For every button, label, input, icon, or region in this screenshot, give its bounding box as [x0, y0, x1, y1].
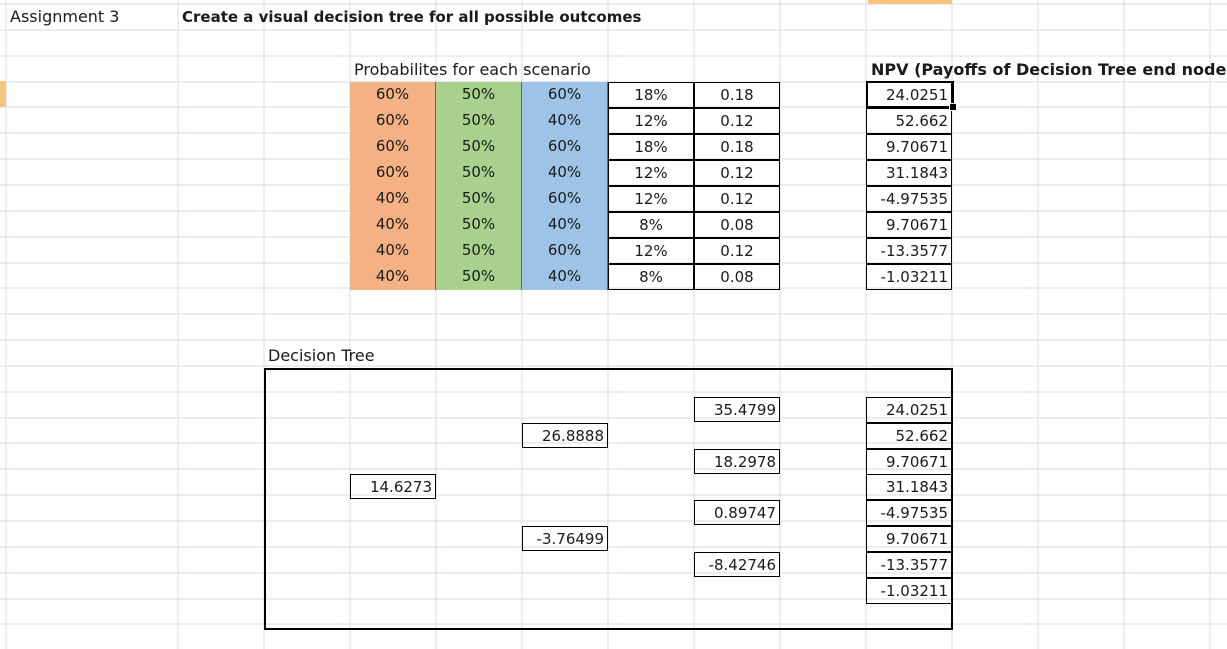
- prob-decimal-cell[interactable]: 0.08: [694, 212, 780, 238]
- tree-leaf-node[interactable]: 9.70671: [866, 526, 952, 552]
- prob-option-c-cell[interactable]: 60%: [522, 238, 608, 264]
- prob-option-c-cell[interactable]: 40%: [522, 264, 608, 290]
- prob-option-c-cell[interactable]: 60%: [522, 186, 608, 212]
- prob-option-c-cell[interactable]: 60%: [522, 82, 608, 108]
- prob-option-a-cell[interactable]: 40%: [350, 238, 436, 264]
- tree-leaf-node[interactable]: -4.97535: [866, 500, 952, 527]
- selected-column-header-marker: [868, 0, 952, 4]
- prob-percent-cell[interactable]: 18%: [608, 82, 694, 108]
- npv-cell[interactable]: 9.70671: [866, 212, 952, 238]
- prob-option-c-cell[interactable]: 60%: [522, 134, 608, 160]
- prob-decimal-cell[interactable]: 0.12: [694, 186, 780, 212]
- prob-decimal-cell[interactable]: 0.12: [694, 160, 780, 186]
- npv-cell[interactable]: 31.1843: [866, 160, 952, 186]
- tree-leaf-node[interactable]: 24.0251: [866, 397, 952, 423]
- prob-option-a-cell[interactable]: 40%: [350, 264, 436, 290]
- heading-cell[interactable]: Create a visual decision tree for all po…: [182, 8, 642, 26]
- prob-decimal-cell[interactable]: 0.12: [694, 108, 780, 134]
- prob-option-a-cell[interactable]: 60%: [350, 82, 436, 108]
- tree-leaf-node[interactable]: 9.70671: [866, 448, 952, 475]
- prob-decimal-cell[interactable]: 0.08: [694, 264, 780, 290]
- probabilities-header[interactable]: Probabilites for each scenario: [354, 60, 591, 79]
- tree-level1-node[interactable]: 26.8888: [522, 423, 608, 448]
- tree-leaf-node[interactable]: 31.1843: [866, 474, 952, 501]
- prob-option-c-cell[interactable]: 40%: [522, 212, 608, 238]
- tree-leaf-node[interactable]: -13.3577: [866, 551, 952, 578]
- active-cell-selection[interactable]: [866, 81, 954, 108]
- prob-decimal-cell[interactable]: 0.18: [694, 82, 780, 108]
- prob-percent-cell[interactable]: 12%: [608, 108, 694, 134]
- tree-level2-node[interactable]: 35.4799: [694, 397, 780, 422]
- prob-decimal-cell[interactable]: 0.12: [694, 238, 780, 264]
- prob-option-b-cell[interactable]: 50%: [436, 186, 522, 212]
- prob-option-b-cell[interactable]: 50%: [436, 82, 522, 108]
- prob-option-b-cell[interactable]: 50%: [436, 108, 522, 134]
- npv-cell[interactable]: 9.70671: [866, 134, 952, 160]
- prob-option-a-cell[interactable]: 60%: [350, 160, 436, 186]
- prob-option-a-cell[interactable]: 40%: [350, 186, 436, 212]
- prob-percent-cell[interactable]: 12%: [608, 238, 694, 264]
- npv-cell[interactable]: -4.97535: [866, 186, 952, 212]
- npv-header[interactable]: NPV (Payoffs of Decision Tree end nodes): [871, 60, 1227, 79]
- tree-leaf-node[interactable]: 52.662: [866, 422, 952, 449]
- fill-handle[interactable]: [949, 103, 957, 111]
- decision-tree-label[interactable]: Decision Tree: [268, 346, 375, 365]
- prob-decimal-cell[interactable]: 0.18: [694, 134, 780, 160]
- selected-row-header-marker: [0, 81, 6, 107]
- npv-cell[interactable]: -13.3577: [866, 238, 952, 264]
- npv-cell[interactable]: -1.03211: [866, 264, 952, 290]
- prob-option-b-cell[interactable]: 50%: [436, 212, 522, 238]
- prob-percent-cell[interactable]: 18%: [608, 134, 694, 160]
- prob-option-a-cell[interactable]: 60%: [350, 108, 436, 134]
- prob-percent-cell[interactable]: 8%: [608, 212, 694, 238]
- tree-level2-node[interactable]: -8.42746: [694, 552, 780, 577]
- prob-option-a-cell[interactable]: 60%: [350, 134, 436, 160]
- prob-option-c-cell[interactable]: 40%: [522, 160, 608, 186]
- tree-level1-node[interactable]: -3.76499: [522, 526, 608, 551]
- prob-option-b-cell[interactable]: 50%: [436, 134, 522, 160]
- npv-cell[interactable]: 52.662: [866, 108, 952, 134]
- decision-tree-frame: [264, 368, 953, 630]
- title-cell[interactable]: Assignment 3: [10, 7, 120, 26]
- prob-option-b-cell[interactable]: 50%: [436, 264, 522, 290]
- prob-option-a-cell[interactable]: 40%: [350, 212, 436, 238]
- tree-level2-node[interactable]: 18.2978: [694, 449, 780, 474]
- tree-level2-node[interactable]: 0.89747: [694, 500, 780, 525]
- tree-leaf-node[interactable]: -1.03211: [866, 577, 952, 604]
- tree-root-node[interactable]: 14.6273: [350, 474, 436, 499]
- prob-percent-cell[interactable]: 12%: [608, 160, 694, 186]
- prob-option-b-cell[interactable]: 50%: [436, 238, 522, 264]
- prob-percent-cell[interactable]: 8%: [608, 264, 694, 290]
- prob-percent-cell[interactable]: 12%: [608, 186, 694, 212]
- prob-option-b-cell[interactable]: 50%: [436, 160, 522, 186]
- prob-option-c-cell[interactable]: 40%: [522, 108, 608, 134]
